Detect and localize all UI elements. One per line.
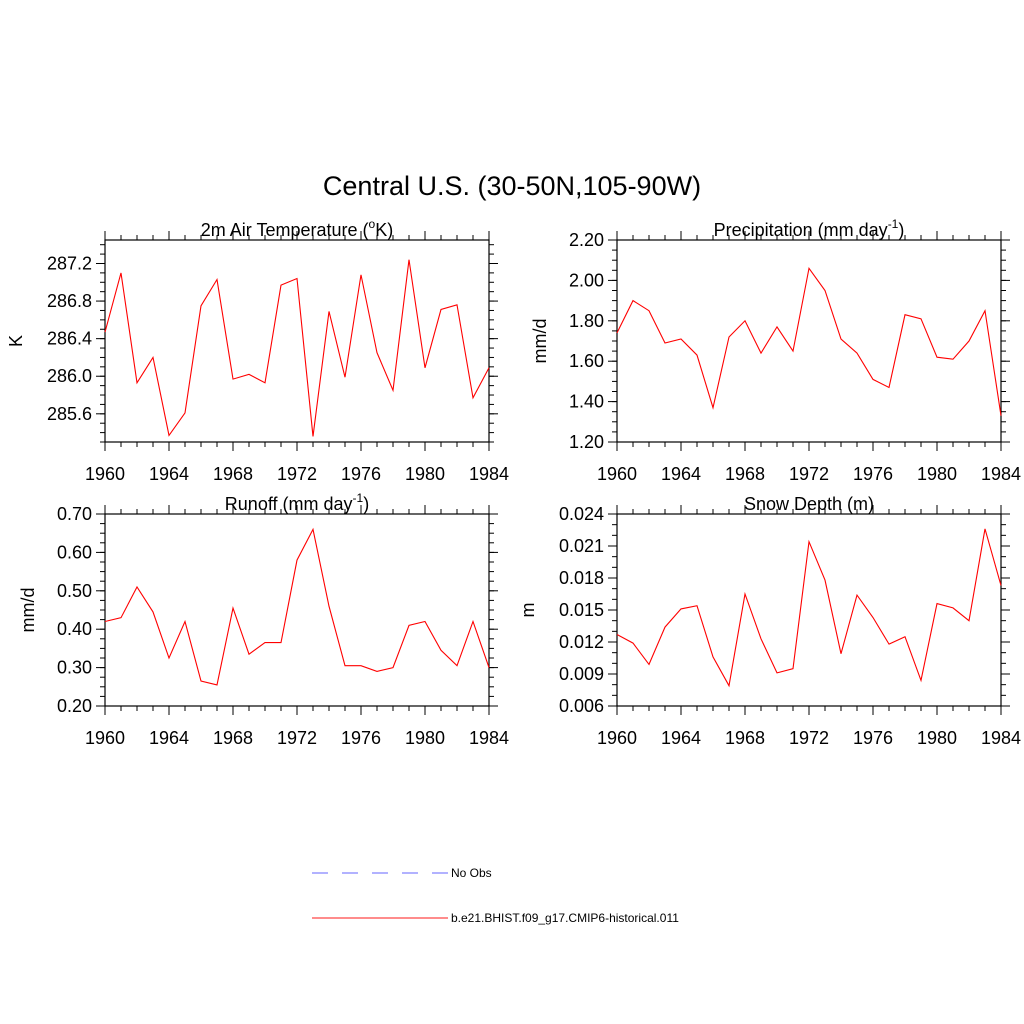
- y-tick-label: 1.80: [569, 311, 604, 331]
- x-tick-label: 1984: [981, 728, 1021, 748]
- y-tick-label: 0.021: [559, 536, 604, 556]
- series-line: [104, 259, 490, 437]
- series-line: [616, 266, 1002, 416]
- panel-title-text: Precipitation (mm day: [714, 220, 888, 240]
- x-tick-label: 1960: [597, 464, 637, 484]
- panel-title: 2m Air Temperature (oK): [201, 217, 393, 240]
- y-axis-label: m: [518, 603, 538, 618]
- x-tick-label: 1980: [405, 464, 445, 484]
- x-tick-label: 1980: [917, 728, 957, 748]
- y-tick-label: 0.70: [57, 504, 92, 524]
- y-tick-label: 286.8: [47, 291, 92, 311]
- x-tick-label: 1964: [661, 464, 701, 484]
- legend: No Obs b.e21.BHIST.f09_g17.CMIP6-historic…: [312, 866, 679, 925]
- x-tick-label: 1984: [469, 464, 509, 484]
- y-tick-label: 0.006: [559, 696, 604, 716]
- panels: 2m Air Temperature (oK) K 1960 1964 1968 1972…: [6, 217, 1021, 748]
- x-tick-label: 1968: [213, 464, 253, 484]
- y-tick-label: 286.0: [47, 366, 92, 386]
- y-tick-label: 0.60: [57, 542, 92, 562]
- figure-title: Central U.S. (30-50N,105-90W): [323, 171, 701, 201]
- y-tick-label: 0.30: [57, 658, 92, 678]
- y-tick-label: 0.009: [559, 664, 604, 684]
- y-tick-label: 0.012: [559, 632, 604, 652]
- x-tick-label: 1968: [725, 464, 765, 484]
- y-tick-label: 0.50: [57, 581, 92, 601]
- legend-label: b.e21.BHIST.f09_g17.CMIP6-historical.011: [451, 911, 679, 925]
- y-tick-label: 1.20: [569, 432, 604, 452]
- x-tick-label: 1976: [853, 464, 893, 484]
- legend-entry: b.e21.BHIST.f09_g17.CMIP6-historical.011: [312, 911, 679, 925]
- x-tick-label: 1972: [277, 728, 317, 748]
- y-tick-label: 0.40: [57, 619, 92, 639]
- x-tick-label: 1964: [149, 464, 189, 484]
- panel-1: 2m Air Temperature (oK) K 1960 1964 1968 1972…: [6, 217, 509, 484]
- y-tick-label: 1.60: [569, 351, 604, 371]
- panel-title-tail: ): [363, 494, 369, 514]
- y-tick-label: 286.4: [47, 329, 92, 349]
- panel-title: Runoff (mm day-1): [225, 491, 369, 514]
- x-tick-label: 1976: [853, 728, 893, 748]
- plot-frame: [104, 513, 490, 707]
- panel-title: Precipitation (mm day-1): [714, 217, 905, 240]
- legend-entry: No Obs: [312, 866, 492, 880]
- y-tick-label: 0.015: [559, 600, 604, 620]
- x-tick-label: 1972: [789, 464, 829, 484]
- y-tick-label: 2.20: [569, 230, 604, 250]
- y-tick-label: 0.20: [57, 696, 92, 716]
- series-line: [104, 527, 490, 686]
- y-tick-label: 1.40: [569, 392, 604, 412]
- x-tick-label: 1960: [85, 464, 125, 484]
- x-tick-label: 1976: [341, 464, 381, 484]
- panel-title-text: Snow Depth (m): [744, 494, 874, 514]
- panel-title-text: Runoff (mm day: [225, 494, 353, 514]
- x-tick-label: 1964: [661, 728, 701, 748]
- y-axis-label: mm/d: [18, 588, 38, 633]
- panel-title: Snow Depth (m): [744, 494, 874, 514]
- plot-frame: [104, 239, 490, 443]
- y-axis-label: K: [6, 335, 26, 347]
- y-tick-label: 285.6: [47, 404, 92, 424]
- panel-2: Precipitation (mm day-1) mm/d 1960 1964 1968…: [530, 217, 1021, 484]
- x-tick-label: 1968: [725, 728, 765, 748]
- panel-title-tail: K): [375, 220, 393, 240]
- panel-title-superscript: -1: [353, 491, 364, 505]
- y-tick-label: 0.024: [559, 504, 604, 524]
- x-tick-label: 1984: [981, 464, 1021, 484]
- legend-label: No Obs: [451, 866, 492, 880]
- panel-3: Runoff (mm day-1) mm/d 1960 1964 1968 1972 197…: [18, 491, 509, 748]
- y-tick-label: 2.00: [569, 270, 604, 290]
- y-axis-label: mm/d: [530, 319, 550, 364]
- x-tick-label: 1968: [213, 728, 253, 748]
- panel-4: Snow Depth (m) m 1960 1964 1968 1972 1976 1980 1…: [518, 494, 1021, 748]
- y-tick-label: 287.2: [47, 253, 92, 273]
- panel-title-superscript: -1: [888, 217, 899, 231]
- series-line: [616, 528, 1002, 688]
- x-tick-label: 1960: [597, 728, 637, 748]
- x-tick-label: 1984: [469, 728, 509, 748]
- x-tick-label: 1964: [149, 728, 189, 748]
- x-tick-label: 1976: [341, 728, 381, 748]
- y-tick-label: 0.018: [559, 568, 604, 588]
- x-tick-label: 1980: [917, 464, 957, 484]
- x-tick-label: 1972: [789, 728, 829, 748]
- panel-title-tail: ): [898, 220, 904, 240]
- x-tick-label: 1960: [85, 728, 125, 748]
- panel-title-superscript: o: [369, 217, 376, 231]
- x-tick-label: 1972: [277, 464, 317, 484]
- panel-title-text: 2m Air Temperature (: [201, 220, 369, 240]
- x-tick-label: 1980: [405, 728, 445, 748]
